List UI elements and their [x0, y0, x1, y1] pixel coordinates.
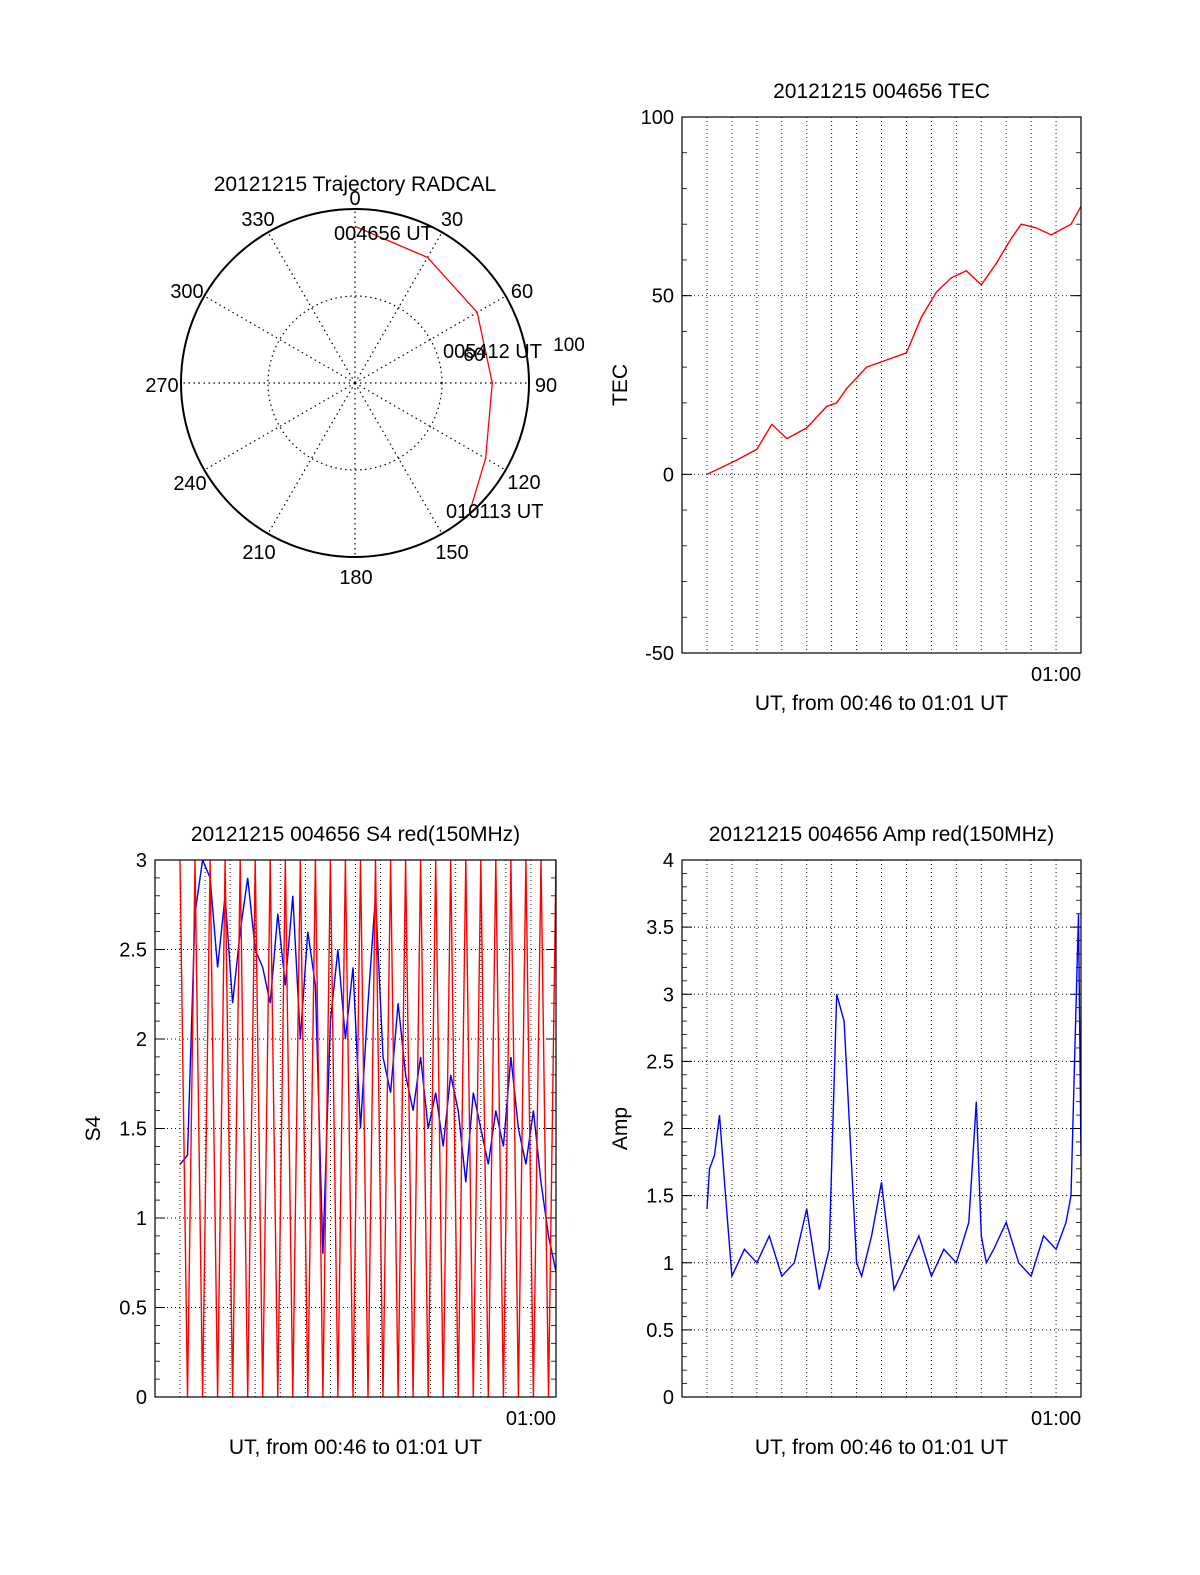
y-axis-label: TEC: [609, 364, 632, 406]
y-tick-label: 0.5: [646, 1320, 674, 1342]
y-tick-label: 50: [652, 286, 674, 308]
polar-radial-label: 60: [463, 345, 484, 366]
y-tick-label: -50: [645, 643, 674, 665]
polar-angle-label: 240: [173, 473, 206, 495]
y-tick-label: 2: [663, 1119, 674, 1141]
y-tick-label: 1.5: [646, 1186, 674, 1208]
chart-panel-2: 20121215 004656 S4 red(150MHz) 3 2.5 2 1.5 1 0…: [82, 823, 557, 1459]
plot-frame: [154, 859, 557, 1398]
chart-title: 20121215 004656 S4 red(150MHz): [191, 823, 520, 846]
x-axis-label: UT, from 00:46 to 01:01 UT: [229, 1436, 482, 1459]
polar-angle-label: 60: [511, 281, 533, 303]
polar-spoke: [354, 232, 443, 384]
polar-angle-label: 180: [339, 567, 372, 589]
x-tick-label: 01:00: [1031, 1408, 1081, 1430]
polar-trajectory: [354, 225, 493, 508]
y-tick-label: 0: [663, 464, 674, 486]
polar-spoke: [267, 232, 356, 384]
polar-annotation: 010113 UT: [446, 501, 543, 523]
y-tick-label: 1: [663, 1253, 674, 1275]
polar-inner-circle: [267, 295, 443, 471]
y-tick-label: 100: [641, 107, 674, 129]
x-tick-label: 01:00: [506, 1408, 556, 1430]
y-tick-label: 2: [136, 1029, 147, 1051]
polar-angle-label: 210: [242, 542, 275, 564]
y-tick-label: 3.5: [646, 917, 674, 939]
series-line-blue: [706, 913, 1081, 1293]
y-tick-label: 2.5: [119, 940, 147, 962]
x-axis-label: UT, from 00:46 to 01:01 UT: [755, 1436, 1008, 1459]
chart-title: 20121215 004656 Amp red(150MHz): [709, 823, 1055, 846]
polar-angle-label: 120: [507, 472, 540, 494]
y-tick-label: 4: [663, 850, 674, 872]
y-tick-label: 3: [663, 984, 674, 1006]
y-tick-label: 1: [136, 1208, 147, 1230]
polar-annotation: 005412 UT: [443, 341, 542, 363]
polar-angle-label: 90: [535, 375, 557, 397]
polar-spoke: [204, 295, 356, 384]
polar-angle-label: 330: [241, 209, 274, 231]
y-tick-label: 0.5: [119, 1298, 147, 1320]
plot-frame: [681, 116, 1082, 654]
chart-panel-1: 20121215 004656 TEC 100 50 0 -50 01:00 UT, fro…: [609, 80, 1082, 715]
polar-angle-label: 30: [441, 209, 463, 231]
polar-spoke: [204, 382, 356, 471]
polar-spoke: [267, 382, 356, 534]
polar-title: 20121215 Trajectory RADCAL: [214, 173, 497, 196]
y-axis-label: Amp: [609, 1107, 632, 1150]
polar-angle-label: 0: [349, 188, 360, 210]
polar-angle-label: 300: [170, 281, 203, 303]
polar-spoke: [354, 382, 443, 534]
chart-panel-3: 20121215 004656 Amp red(150MHz) 4 3.5 3 2.5 2…: [609, 823, 1082, 1459]
chart-title: 20121215 004656 TEC: [773, 80, 990, 103]
series-line-red: [706, 205, 1081, 475]
y-tick-label: 3: [136, 850, 147, 872]
polar-angle-label: 150: [435, 542, 468, 564]
y-tick-label: 2.5: [646, 1051, 674, 1073]
y-tick-label: 1.5: [119, 1119, 147, 1141]
series-line-blue: [179, 860, 556, 1272]
y-tick-label: 0: [663, 1387, 674, 1409]
x-tick-label: 01:00: [1031, 664, 1081, 686]
polar-radial-label: 100: [553, 335, 585, 356]
y-tick-label: 0: [136, 1387, 147, 1409]
polar-annotation: 004656 UT: [334, 223, 433, 245]
plot-frame: [681, 859, 1082, 1398]
x-axis-label: UT, from 00:46 to 01:01 UT: [755, 692, 1008, 715]
polar-outer-circle: [180, 208, 530, 558]
y-axis-label: S4: [82, 1115, 105, 1141]
polar-spoke: [354, 295, 506, 384]
series-line-red: [179, 860, 556, 1397]
polar-spoke: [354, 382, 506, 471]
polar-angle-label: 270: [145, 375, 178, 397]
